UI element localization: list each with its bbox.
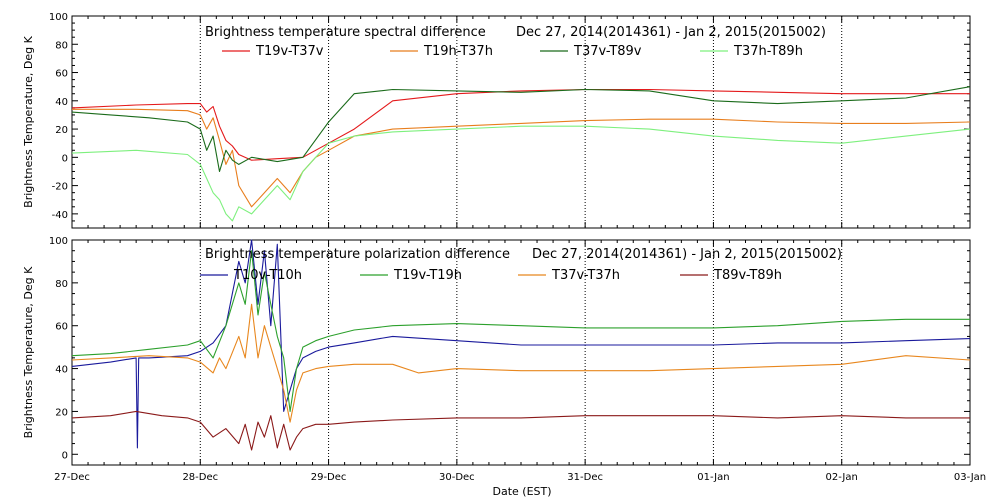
series-line-t37v-t37h — [71, 303, 971, 423]
legend-label: T10v-T10h — [233, 268, 302, 283]
y-tick-label: -20 — [52, 182, 68, 193]
y-tick-label: 0 — [62, 153, 68, 164]
y-tick-label: 60 — [55, 69, 68, 80]
y-axis-title: Brightness Temperature, Deg K — [22, 266, 35, 438]
x-tick-label: 28-Dec — [182, 472, 218, 483]
y-tick-label: 20 — [55, 125, 68, 136]
spectral-difference-panel: -40 -20 0 20 40 60 80 100 Brightness Temperature… — [22, 12, 971, 229]
y-tick-label: 40 — [55, 365, 68, 376]
y-tick-label: -40 — [52, 210, 68, 221]
panel-title: Brightness temperature spectral differen… — [205, 25, 486, 40]
legend-label: T89v-T89h — [713, 268, 782, 283]
x-tick-label: 01-Jan — [697, 472, 729, 483]
y-tick-label: 40 — [55, 97, 68, 108]
x-tick-label: 29-Dec — [311, 472, 347, 483]
x-tick-label: 30-Dec — [439, 472, 475, 483]
panel-title: Brightness temperature polarization diff… — [205, 247, 510, 262]
series-line-t19h-t37h — [72, 108, 971, 208]
legend-label: T37v-T89v — [573, 44, 642, 59]
y-tick-label: 0 — [62, 450, 68, 461]
legend-label: T19h-T37h — [423, 44, 493, 59]
y-tick-label: 80 — [55, 40, 68, 51]
series-line-t19v-t19h — [71, 250, 970, 412]
x-tick-label: 31-Dec — [567, 472, 603, 483]
y-tick-label: 60 — [55, 322, 68, 333]
x-tick-label: 03-Jan — [954, 472, 986, 483]
series-line-t37v-t89v — [71, 86, 971, 173]
legend-label: T37h-T89h — [733, 44, 803, 59]
y-tick-label: 80 — [55, 279, 68, 290]
date-range-label: Dec 27, 2014(2014361) - Jan 2, 2015(2015… — [532, 247, 842, 262]
series-line-t10v-t10h — [71, 239, 971, 449]
plot-frame — [71, 15, 971, 229]
y-axis-title: Brightness Temperature, Deg K — [22, 35, 35, 207]
date-range-label: Dec 27, 2014(2014361) - Jan 2, 2015(2015… — [516, 25, 826, 40]
legend-label: T19v-T37v — [255, 44, 324, 59]
legend-label: T37v-T37h — [551, 268, 620, 283]
series-line-t37h-t89h — [71, 125, 971, 222]
plot-frame — [71, 239, 971, 466]
x-tick-label: 27-Dec — [54, 472, 90, 483]
y-tick-label: 20 — [55, 407, 68, 418]
x-tick-label: 02-Jan — [826, 472, 858, 483]
legend-label: T19v-T19h — [393, 268, 462, 283]
series-line-t89v-t89h — [71, 410, 970, 451]
y-tick-label: 100 — [49, 12, 68, 23]
polarization-difference-panel: 0 20 40 60 80 100 Brightness Temperature, Deg … — [22, 236, 971, 466]
y-tick-label: 100 — [49, 236, 68, 247]
x-axis-title: Date (EST) — [492, 485, 551, 498]
